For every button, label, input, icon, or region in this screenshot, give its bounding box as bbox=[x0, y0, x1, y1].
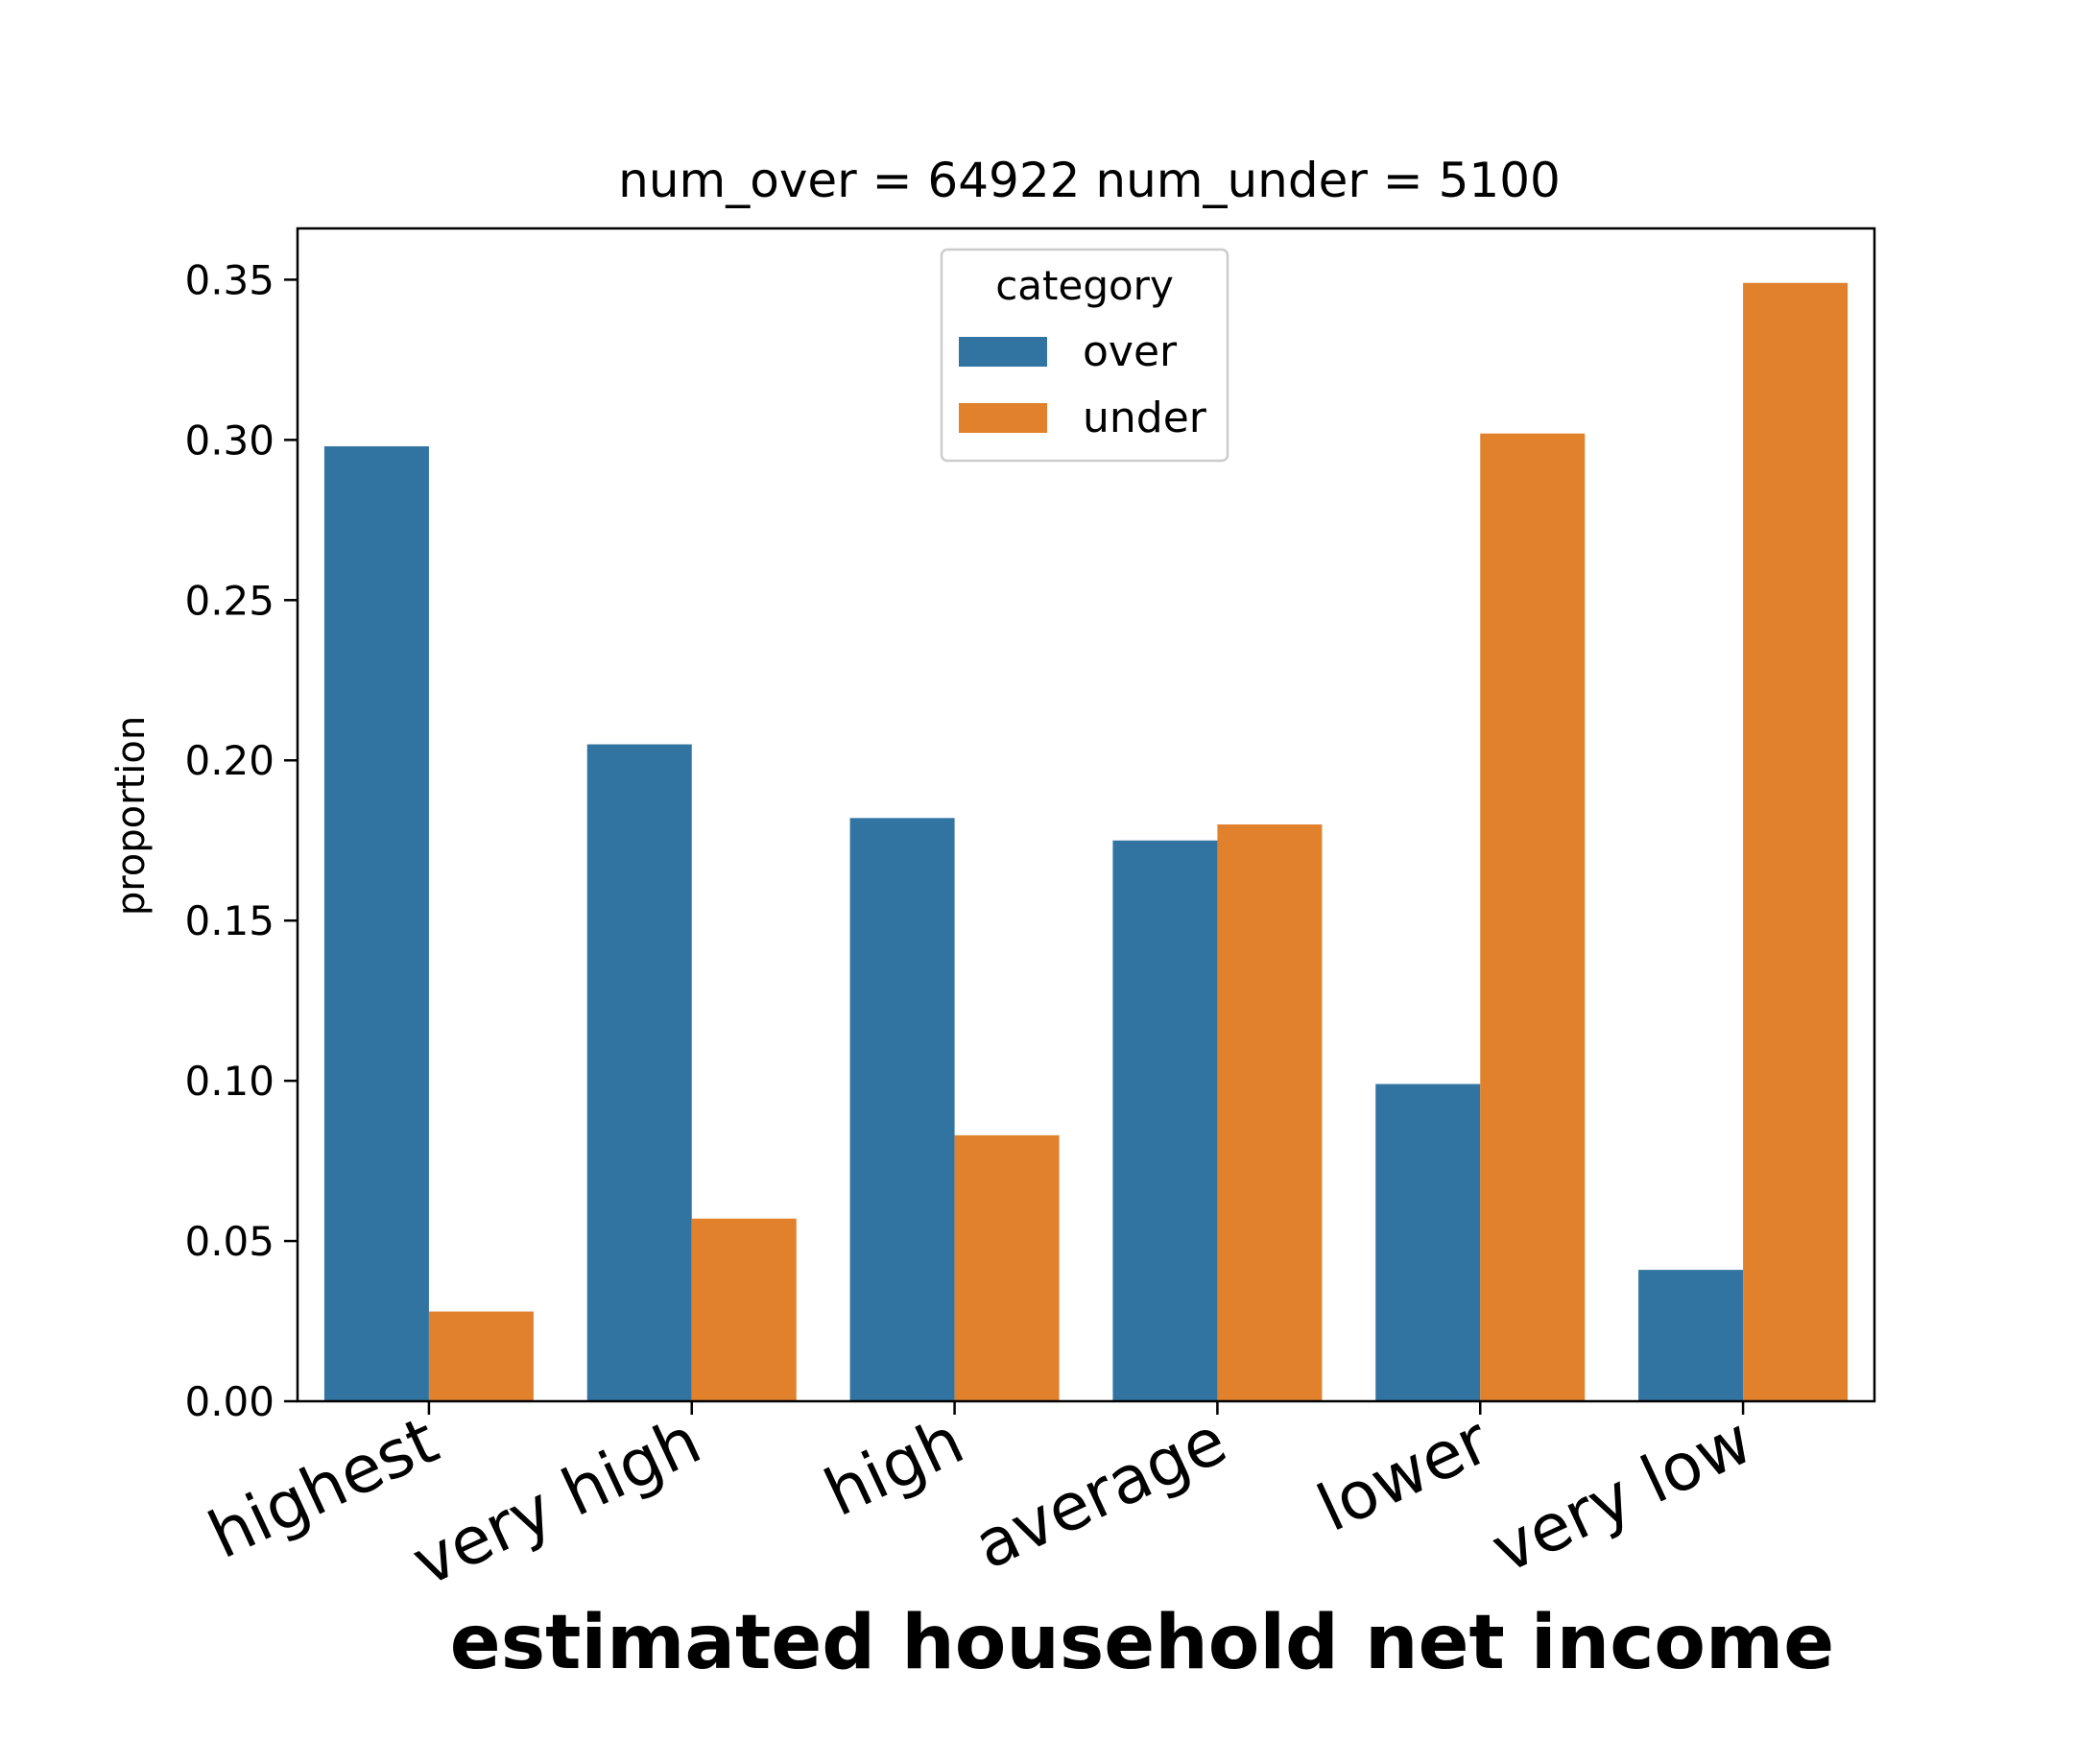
legend: category over under bbox=[940, 248, 1229, 463]
bar-under-very-high bbox=[691, 1218, 797, 1401]
bar-over-highest bbox=[323, 446, 429, 1402]
bar-over-very-low bbox=[1638, 1270, 1744, 1401]
bar-under-lower bbox=[1480, 433, 1586, 1401]
legend-swatch-over bbox=[959, 337, 1047, 367]
y-tick-label: 0.00 bbox=[184, 1378, 274, 1425]
y-tick-label: 0.10 bbox=[184, 1058, 274, 1105]
x-tick-label: high bbox=[814, 1403, 975, 1532]
bar-over-very-high bbox=[586, 744, 692, 1401]
y-axis-label: proportion bbox=[109, 716, 154, 916]
x-axis-label: estimated household net income bbox=[450, 1600, 1834, 1686]
x-tick-label: very high bbox=[401, 1403, 712, 1602]
bars-group bbox=[323, 282, 1849, 1402]
bar-under-average bbox=[1217, 824, 1323, 1401]
y-tick-label: 0.30 bbox=[184, 417, 274, 464]
y-axis: 0.00 0.05 0.10 0.15 0.20 0.25 0.30 0.35 bbox=[184, 256, 298, 1425]
legend-swatch-under bbox=[959, 403, 1047, 433]
x-tick-label: very low bbox=[1481, 1403, 1763, 1588]
legend-title: category bbox=[995, 262, 1174, 309]
y-tick-label: 0.35 bbox=[184, 256, 274, 303]
bar-under-very-low bbox=[1743, 282, 1849, 1402]
y-tick-label: 0.25 bbox=[184, 577, 274, 624]
bar-over-average bbox=[1112, 840, 1218, 1401]
bar-over-high bbox=[849, 818, 955, 1401]
bar-over-lower bbox=[1375, 1084, 1481, 1401]
bar-under-high bbox=[954, 1134, 1060, 1401]
x-tick-label: lower bbox=[1307, 1403, 1501, 1547]
chart-title: num_over = 64922 num_under = 5100 bbox=[618, 153, 1561, 208]
bar-under-highest bbox=[428, 1311, 534, 1401]
plot-frame bbox=[296, 227, 1876, 1403]
legend-label-over: over bbox=[1083, 327, 1178, 376]
y-tick-label: 0.15 bbox=[184, 897, 274, 944]
y-tick-label: 0.05 bbox=[184, 1218, 274, 1265]
legend-label-under: under bbox=[1083, 394, 1207, 442]
y-tick-label: 0.20 bbox=[184, 737, 274, 784]
x-tick-label: average bbox=[964, 1403, 1238, 1585]
